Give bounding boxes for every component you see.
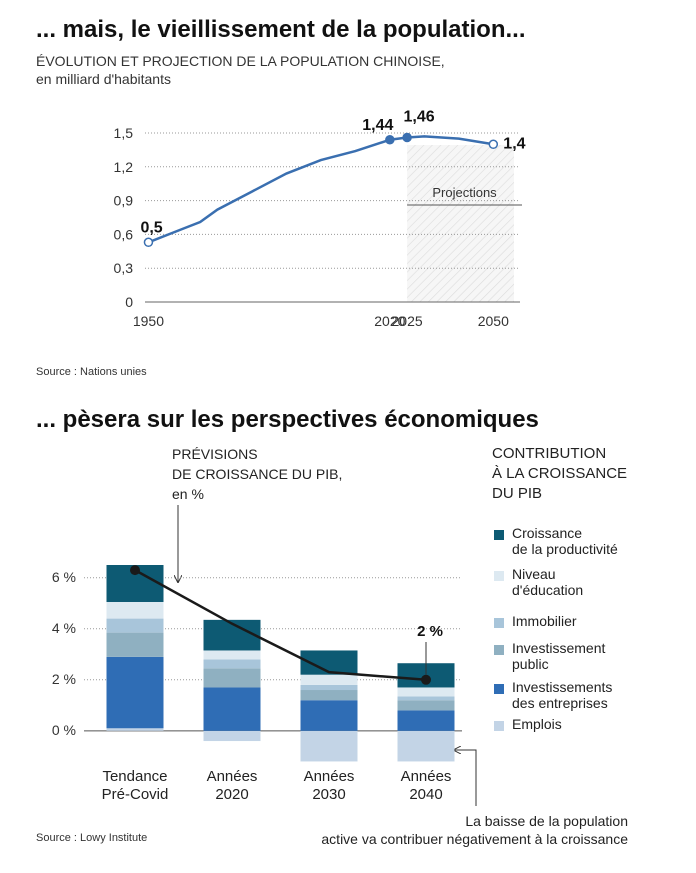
- bar-segment: [300, 690, 358, 701]
- y-tick-label: 6 %: [52, 569, 76, 585]
- bar-segment: [106, 601, 164, 619]
- chart-subtitle: ÉVOLUTION ET PROJECTION DE LA POPULATION…: [36, 53, 445, 87]
- y-tick-label: 0 %: [52, 722, 76, 738]
- y-tick-label: 4 %: [52, 620, 76, 636]
- data-label: 0,5: [140, 219, 162, 236]
- point-marker: [385, 135, 395, 145]
- source: Source : Nations unies: [36, 366, 147, 378]
- x-tick-label: Années 2030: [303, 768, 355, 803]
- projection-region: [407, 145, 514, 302]
- bar-segment: [106, 632, 164, 657]
- data-label: 2 %: [417, 623, 443, 640]
- legend-title: CONTRIBUTION À LA CROISSANCE DU PIB: [492, 445, 628, 502]
- chart-title: ... mais, le vieillissement de la popula…: [36, 16, 526, 43]
- bar-segment: [106, 656, 164, 729]
- legend-label: Niveau d'éducation: [512, 566, 584, 598]
- forecast-point: [421, 674, 431, 685]
- x-tick-label: 2050: [478, 313, 509, 329]
- bar-segment: [203, 687, 261, 731]
- bar-segment: [397, 687, 455, 697]
- legend-label: Investissement public: [512, 640, 606, 672]
- legend-swatch: [494, 721, 504, 731]
- bar-segment: [397, 696, 455, 701]
- y-tick-label: 0,3: [114, 260, 134, 276]
- forecast-line: [134, 569, 427, 682]
- y-tick-label: 1,5: [114, 125, 134, 141]
- y-tick-label: 2 %: [52, 671, 76, 687]
- legend-swatch: [494, 571, 504, 581]
- bar-segment: [203, 730, 261, 742]
- legend-label: Croissance de la productivité: [512, 525, 618, 557]
- bar-segment: [397, 730, 455, 762]
- bar-segment: [203, 659, 261, 669]
- annotation: La baisse de la population active va con…: [321, 813, 628, 847]
- bar-segment: [300, 700, 358, 731]
- x-tick-label: Années 2020: [206, 768, 258, 803]
- series-line: [147, 135, 494, 244]
- x-tick-label: 2020: [374, 313, 405, 329]
- point-marker: [143, 237, 154, 248]
- bar-segment: [397, 700, 455, 711]
- y-tick-label: 0,6: [114, 226, 134, 242]
- x-tick-label: Années 2040: [400, 768, 452, 803]
- y-tick-label: 0,9: [114, 193, 134, 209]
- data-label: 1,46: [404, 109, 435, 126]
- bar-segment: [300, 674, 358, 685]
- projection-label: Projections: [432, 185, 497, 200]
- y-tick-label: 1,2: [114, 159, 134, 175]
- source: Source : Lowy Institute: [36, 832, 148, 844]
- data-label: 1,4: [503, 135, 525, 152]
- y-tick-label: 0: [125, 294, 133, 310]
- legend-label: Emplois: [512, 716, 562, 732]
- annotation-arrow: [454, 750, 477, 806]
- bar-segment: [106, 618, 164, 633]
- point-marker: [402, 132, 412, 143]
- bar-segment: [106, 728, 164, 731]
- legend-label: Immobilier: [512, 613, 577, 629]
- legend-label: Investissements des entreprises: [512, 679, 613, 711]
- bar-segment: [203, 668, 261, 688]
- legend-swatch: [494, 684, 504, 694]
- series-annotation: PRÉVISIONS DE CROISSANCE DU PIB, en %: [172, 446, 343, 502]
- chart-title: ... pèsera sur les perspectives économiq…: [36, 406, 539, 433]
- x-tick-label: Tendance Pré-Covid: [101, 768, 169, 803]
- bar-segment: [300, 684, 358, 691]
- forecast-point: [130, 565, 140, 576]
- bar-segment: [203, 650, 261, 660]
- legend-swatch: [494, 530, 504, 540]
- legend-swatch: [494, 618, 504, 628]
- point-marker: [488, 139, 499, 150]
- legend-swatch: [494, 645, 504, 655]
- x-tick-label: 2025: [392, 313, 423, 329]
- bar-segment: [397, 710, 455, 731]
- bar-segment: [300, 730, 358, 762]
- data-label: 1,44: [362, 117, 393, 134]
- x-tick-label: 1950: [133, 313, 164, 329]
